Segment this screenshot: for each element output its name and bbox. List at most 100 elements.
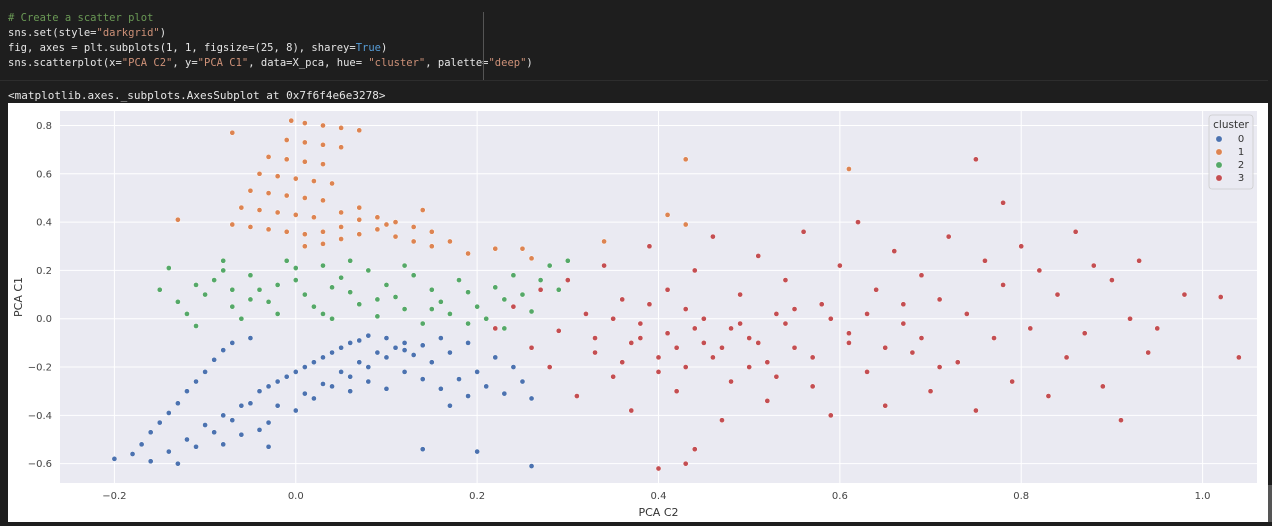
point-cluster-1 — [292, 175, 299, 182]
point-cluster-0 — [211, 429, 218, 436]
point-cluster-0 — [528, 463, 535, 469]
point-cluster-0 — [401, 347, 408, 353]
point-cluster-3 — [1154, 325, 1161, 332]
point-cluster-3 — [773, 373, 780, 380]
point-cluster-2 — [555, 286, 562, 293]
point-cluster-0 — [465, 340, 471, 346]
point-cluster-0 — [311, 395, 317, 402]
y-tick-label: 0.8 — [36, 121, 52, 132]
point-cluster-1 — [528, 255, 535, 262]
point-cluster-0 — [211, 356, 218, 363]
code-text: sns.set(style= — [8, 27, 97, 39]
point-cluster-0 — [401, 340, 408, 346]
point-cluster-2 — [410, 272, 417, 279]
y-axis-label: PCA C1 — [12, 277, 25, 317]
point-cluster-1 — [283, 137, 290, 143]
code-cell[interactable]: # Create a scatter plot sns.set(style= "d… — [0, 0, 1268, 81]
point-cluster-0 — [193, 443, 199, 450]
point-cluster-0 — [474, 369, 480, 375]
point-cluster-3 — [936, 364, 943, 370]
point-cluster-3 — [601, 262, 607, 269]
point-cluster-0 — [265, 443, 272, 450]
code-text: ) — [159, 27, 167, 39]
point-cluster-3 — [900, 320, 907, 327]
point-cluster-3 — [700, 315, 707, 322]
point-cluster-1 — [519, 245, 526, 252]
point-cluster-0 — [247, 400, 254, 407]
point-cluster-2 — [564, 257, 571, 264]
x-tick-label: 1.0 — [1195, 491, 1211, 502]
point-cluster-0 — [165, 410, 172, 416]
point-cluster-2 — [292, 277, 299, 283]
point-cluster-3 — [846, 340, 852, 346]
point-cluster-2 — [193, 282, 199, 288]
point-cluster-0 — [410, 352, 417, 358]
code-comment: # Create a scatter plot — [8, 12, 154, 24]
point-cluster-0 — [220, 347, 227, 353]
point-cluster-2 — [374, 296, 381, 303]
legend-label: 1 — [1238, 147, 1244, 158]
scrollbar[interactable] — [1268, 485, 1272, 522]
point-cluster-0 — [301, 390, 308, 397]
point-cluster-3 — [1054, 291, 1061, 298]
code-string: "cluster" — [368, 57, 426, 69]
point-cluster-0 — [428, 359, 435, 366]
point-cluster-1 — [265, 154, 272, 160]
point-cluster-3 — [1009, 378, 1016, 385]
point-cluster-1 — [338, 224, 344, 230]
point-cluster-1 — [301, 158, 308, 165]
point-cluster-2 — [456, 277, 462, 283]
point-cluster-2 — [474, 303, 480, 310]
point-cluster-3 — [764, 359, 771, 366]
point-cluster-3 — [882, 402, 889, 409]
point-cluster-2 — [347, 257, 354, 264]
point-cluster-2 — [256, 286, 263, 293]
point-cluster-3 — [891, 248, 898, 254]
code-string: "deep" — [488, 57, 527, 69]
point-cluster-2 — [165, 265, 172, 271]
point-cluster-0 — [492, 354, 499, 361]
point-cluster-0 — [147, 458, 154, 465]
code-string: "PCA C1" — [197, 57, 249, 69]
point-cluster-2 — [401, 306, 408, 312]
point-cluster-3 — [655, 354, 662, 361]
point-cluster-0 — [374, 349, 381, 356]
point-cluster-1 — [274, 209, 281, 216]
point-cluster-3 — [546, 364, 553, 370]
point-cluster-0 — [229, 340, 236, 346]
point-cluster-3 — [1072, 228, 1079, 235]
point-cluster-0 — [356, 359, 363, 366]
point-cluster-3 — [555, 327, 562, 334]
point-cluster-0 — [265, 383, 272, 390]
point-cluster-1 — [320, 122, 326, 129]
point-cluster-3 — [1136, 257, 1142, 264]
point-cluster-3 — [746, 364, 753, 370]
y-tick-label: −0.2 — [28, 363, 52, 374]
point-cluster-3 — [610, 315, 617, 322]
cell-output-repr: <matplotlib.axes._subplots.AxesSubplot a… — [8, 89, 386, 102]
point-cluster-1 — [229, 129, 236, 136]
point-cluster-2 — [265, 298, 272, 305]
point-cluster-1 — [238, 204, 245, 211]
point-cluster-2 — [193, 323, 199, 329]
point-cluster-1 — [338, 209, 344, 216]
point-cluster-3 — [619, 359, 626, 366]
point-cluster-0 — [283, 373, 290, 380]
point-cluster-0 — [365, 332, 372, 339]
point-cluster-0 — [347, 373, 354, 380]
point-cluster-3 — [574, 393, 580, 399]
point-cluster-0 — [238, 431, 245, 438]
point-cluster-1 — [356, 204, 363, 211]
point-cluster-2 — [383, 282, 390, 288]
point-cluster-2 — [528, 308, 535, 315]
legend-title: cluster — [1213, 119, 1249, 131]
point-cluster-3 — [800, 228, 807, 235]
point-cluster-3 — [945, 233, 952, 240]
point-cluster-3 — [1236, 354, 1242, 361]
point-cluster-0 — [111, 455, 118, 462]
point-cluster-1 — [175, 216, 181, 223]
point-cluster-3 — [837, 262, 843, 269]
point-cluster-3 — [719, 417, 725, 424]
code-text: , data=X_pca, hue= — [248, 57, 369, 69]
point-cluster-3 — [791, 344, 798, 351]
